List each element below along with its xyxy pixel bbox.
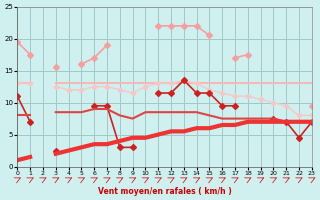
X-axis label: Vent moyen/en rafales ( km/h ): Vent moyen/en rafales ( km/h ) [98,187,231,196]
